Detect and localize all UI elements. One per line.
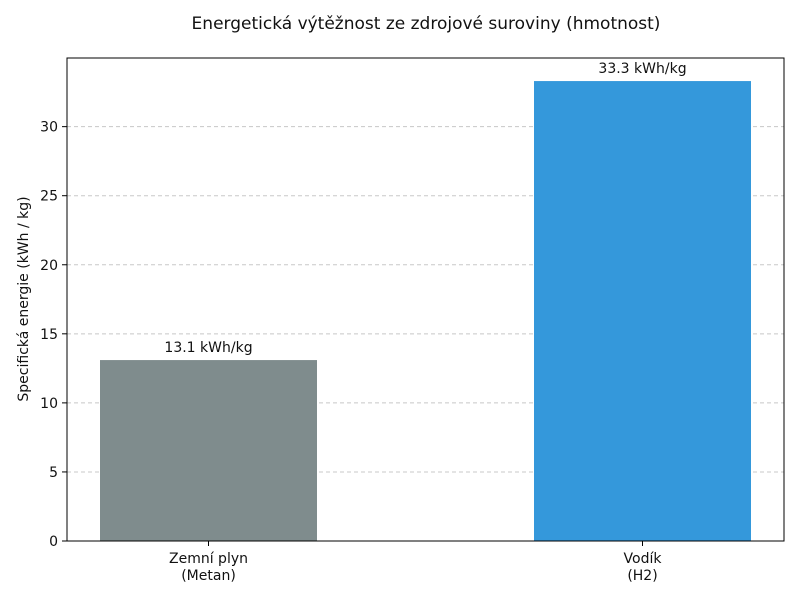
y-tick-label-6: 30	[40, 120, 58, 136]
data-labels: 13.1 kWh/kg 33.3 kWh/kg	[164, 61, 686, 356]
data-label-0: 13.1 kWh/kg	[164, 340, 252, 356]
bars	[100, 81, 751, 542]
x-tick-label-1: Vodík (H2)	[624, 551, 663, 584]
y-tick-label-1: 5	[49, 465, 58, 481]
y-axis-ticks: 0 5 10 15 20 25 30	[40, 120, 67, 550]
plot-frame	[66, 57, 785, 542]
y-tick-label-5: 25	[40, 189, 58, 205]
x-axis-ticks: Zemní plyn (Metan) Vodík (H2)	[169, 541, 662, 584]
x-tick-label-0: Zemní plyn (Metan)	[169, 551, 248, 584]
data-label-1: 33.3 kWh/kg	[598, 61, 686, 77]
bar-0	[100, 360, 317, 541]
y-tick-label-2: 10	[40, 396, 58, 412]
y-tick-label-4: 20	[40, 258, 58, 274]
chart-title: Energetická výtěžnost ze zdrojové surovi…	[192, 14, 661, 34]
y-axis-label: Specifická energie (kWh / kg)	[16, 196, 32, 401]
y-tick-label-3: 15	[40, 327, 58, 343]
y-tick-label-0: 0	[49, 534, 58, 550]
bar-1	[534, 81, 751, 542]
